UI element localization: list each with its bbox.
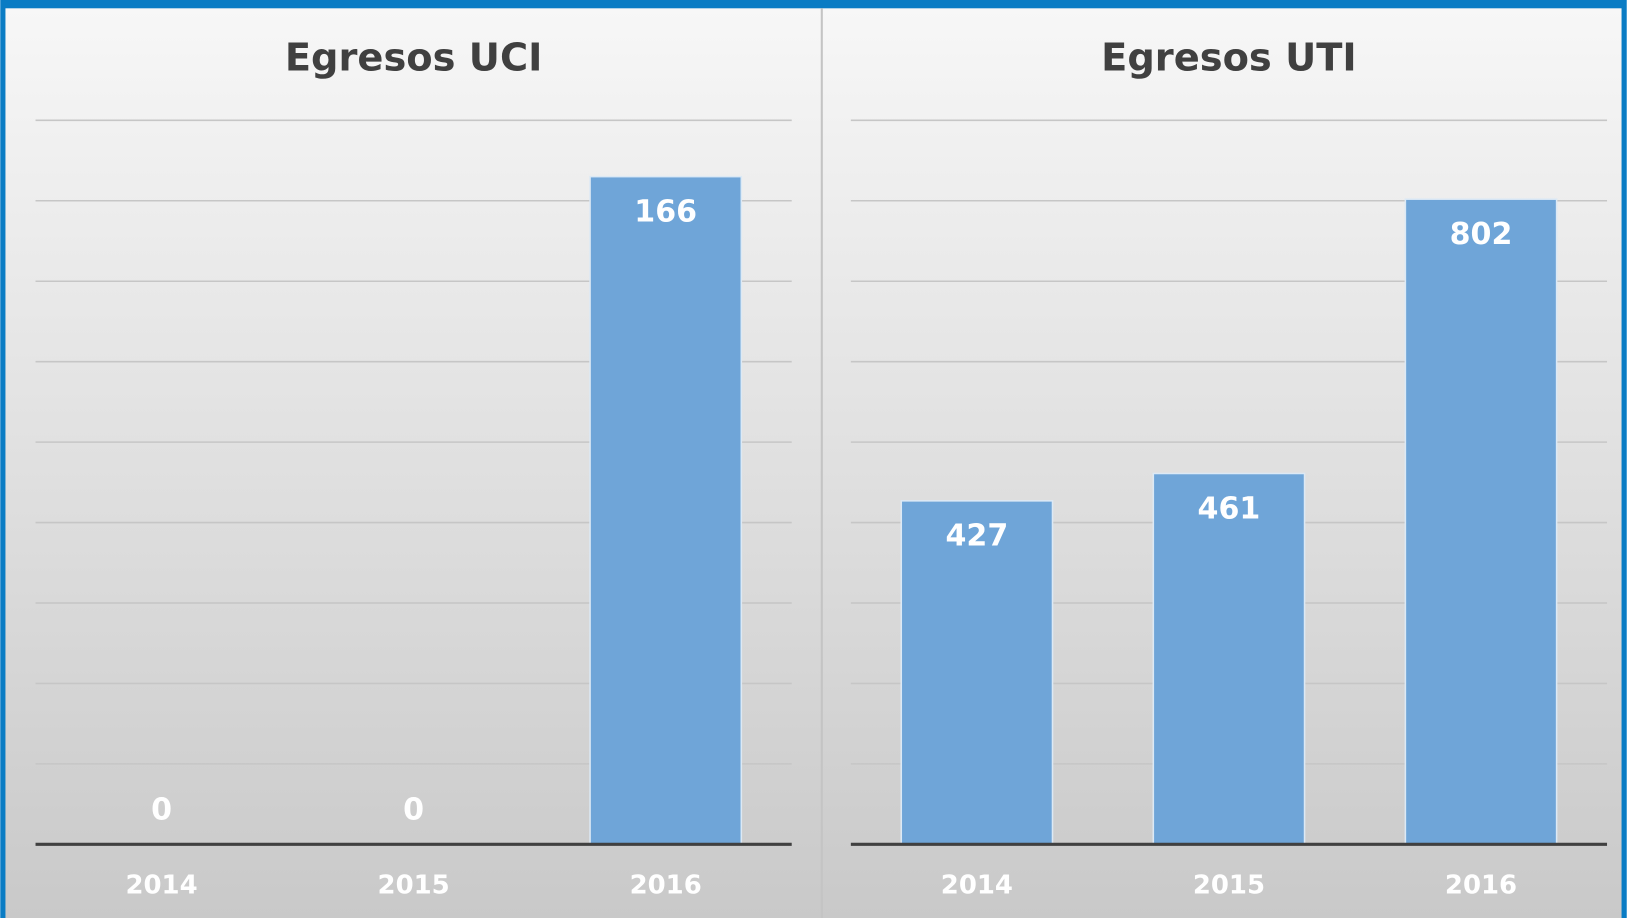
- background: [5, 8, 1622, 918]
- data-label: 461: [1198, 491, 1261, 526]
- x-tick-label: 2016: [630, 870, 702, 900]
- data-label: 427: [945, 519, 1008, 554]
- chart-title: Egresos UCI: [285, 36, 543, 81]
- bar: [1404, 198, 1558, 846]
- x-tick-label: 2014: [941, 870, 1013, 900]
- bar: [900, 500, 1054, 846]
- x-tick-label: 2016: [1445, 870, 1517, 900]
- bar: [1152, 472, 1306, 846]
- data-label: 166: [634, 194, 697, 229]
- x-tick-label: 2015: [1193, 870, 1265, 900]
- bar: [589, 175, 743, 846]
- data-label: 0: [151, 793, 172, 828]
- x-tick-label: 2014: [125, 870, 197, 900]
- data-label: 802: [1450, 217, 1513, 252]
- chart-title: Egresos UTI: [1101, 36, 1357, 81]
- x-tick-label: 2015: [378, 870, 450, 900]
- data-label: 0: [403, 793, 424, 828]
